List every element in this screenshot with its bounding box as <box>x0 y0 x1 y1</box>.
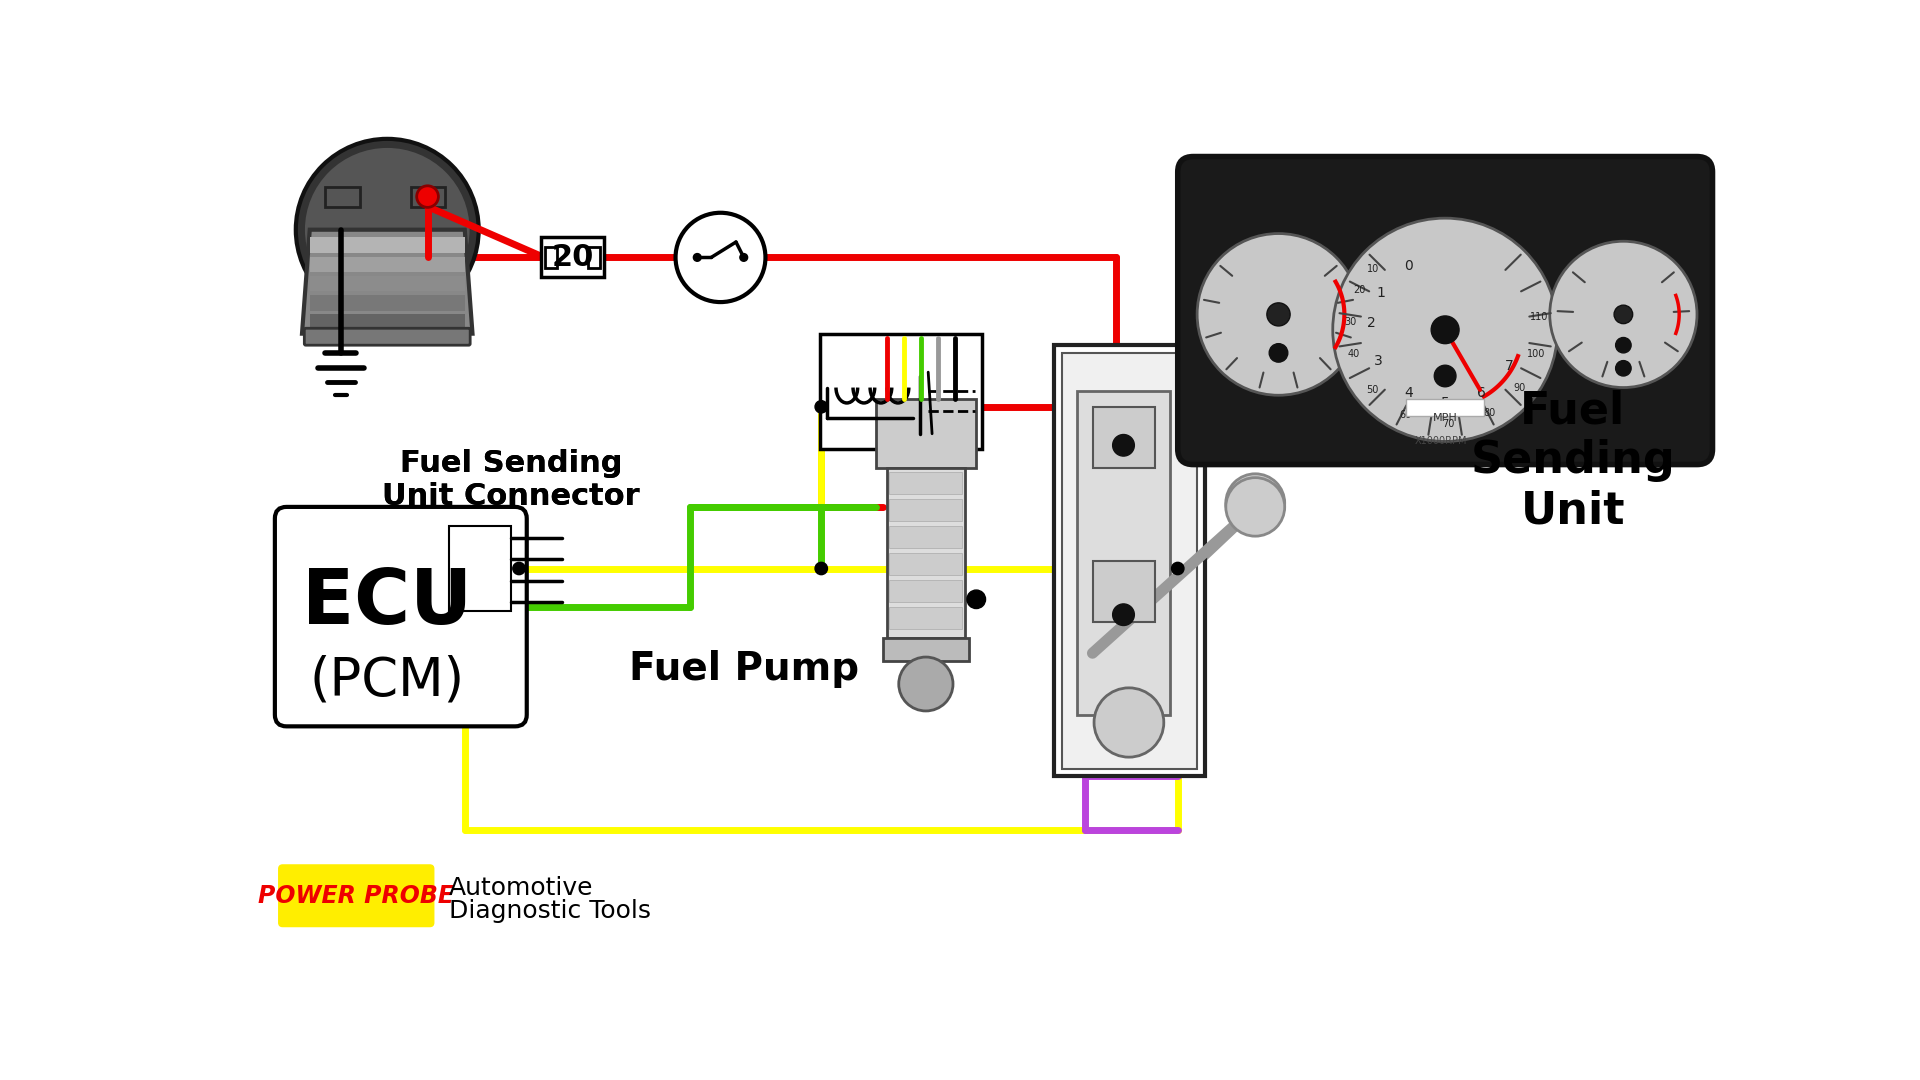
Circle shape <box>1267 302 1290 326</box>
Circle shape <box>1198 233 1359 395</box>
Text: 5: 5 <box>1440 396 1450 410</box>
Circle shape <box>1549 241 1697 388</box>
Bar <box>1062 353 1198 769</box>
Text: 3: 3 <box>1375 354 1382 367</box>
Text: Fuel Sending
Unit Connector: Fuel Sending Unit Connector <box>382 448 639 511</box>
Bar <box>309 238 465 253</box>
Text: 30: 30 <box>1344 316 1357 326</box>
Text: 2: 2 <box>1367 316 1377 330</box>
Bar <box>1092 561 1154 622</box>
Circle shape <box>1114 604 1135 625</box>
Bar <box>889 472 962 494</box>
Circle shape <box>739 254 747 261</box>
Polygon shape <box>301 230 472 334</box>
Text: 80: 80 <box>1484 408 1496 418</box>
Circle shape <box>1114 434 1135 456</box>
Text: ECU: ECU <box>301 566 472 640</box>
Circle shape <box>417 186 438 207</box>
Circle shape <box>1269 343 1288 362</box>
Text: 50: 50 <box>1367 386 1379 395</box>
Circle shape <box>1615 361 1632 376</box>
Bar <box>588 246 601 268</box>
Circle shape <box>816 401 828 413</box>
Text: X1000RPM: X1000RPM <box>1415 436 1467 446</box>
Bar <box>309 295 465 311</box>
Text: 10: 10 <box>1367 265 1379 274</box>
Circle shape <box>816 563 828 575</box>
Text: POWER PROBE: POWER PROBE <box>259 883 455 908</box>
Bar <box>887 469 964 638</box>
Circle shape <box>1615 306 1632 324</box>
Bar <box>1054 346 1206 777</box>
Text: 70: 70 <box>1442 419 1455 429</box>
Bar <box>889 607 962 629</box>
Text: 4: 4 <box>1404 387 1413 401</box>
Bar <box>1405 400 1484 416</box>
Text: 20: 20 <box>551 243 593 272</box>
Circle shape <box>303 147 470 313</box>
Circle shape <box>693 254 701 261</box>
Bar <box>309 314 465 329</box>
Bar <box>449 526 511 611</box>
Bar <box>889 553 962 575</box>
Bar <box>1092 407 1154 469</box>
Text: 20: 20 <box>1354 285 1365 295</box>
Circle shape <box>1434 365 1455 387</box>
Bar <box>889 580 962 602</box>
Text: Fuel
Sending
Unit: Fuel Sending Unit <box>1471 390 1676 532</box>
Text: Automotive: Automotive <box>449 876 593 900</box>
Text: Fuel Sending
Unit Connector: Fuel Sending Unit Connector <box>382 448 639 511</box>
Bar <box>820 334 983 449</box>
Bar <box>1077 391 1169 715</box>
Text: Fuel Pump: Fuel Pump <box>628 649 858 688</box>
Bar <box>889 526 962 548</box>
Circle shape <box>1430 316 1459 343</box>
Circle shape <box>1225 477 1284 536</box>
Bar <box>411 187 445 206</box>
FancyBboxPatch shape <box>1177 157 1713 464</box>
Text: 40: 40 <box>1348 349 1359 360</box>
Text: 0: 0 <box>1404 259 1413 273</box>
Circle shape <box>1094 688 1164 757</box>
Text: 60: 60 <box>1400 410 1411 420</box>
Circle shape <box>1225 474 1284 532</box>
Circle shape <box>1615 337 1632 353</box>
FancyBboxPatch shape <box>278 865 434 927</box>
Circle shape <box>296 139 478 321</box>
Text: 90: 90 <box>1513 382 1526 393</box>
Bar <box>541 238 605 278</box>
Bar <box>889 499 962 521</box>
Bar <box>876 400 975 469</box>
Bar <box>324 187 361 206</box>
Text: 100: 100 <box>1526 349 1546 360</box>
Bar <box>883 638 968 661</box>
Text: 6: 6 <box>1478 387 1486 401</box>
Circle shape <box>899 657 952 711</box>
Bar <box>545 246 557 268</box>
Text: 110: 110 <box>1530 312 1548 322</box>
Text: MPH: MPH <box>1432 414 1457 423</box>
Text: Diagnostic Tools: Diagnostic Tools <box>449 900 651 923</box>
Bar <box>309 257 465 272</box>
Circle shape <box>676 213 766 302</box>
Text: 1: 1 <box>1377 286 1386 300</box>
FancyBboxPatch shape <box>305 328 470 346</box>
Text: (PCM): (PCM) <box>309 654 465 706</box>
Bar <box>309 275 465 292</box>
Circle shape <box>1332 218 1557 442</box>
Circle shape <box>968 590 985 608</box>
Text: 7: 7 <box>1505 360 1513 374</box>
Circle shape <box>513 563 526 575</box>
FancyBboxPatch shape <box>275 507 526 727</box>
Circle shape <box>1171 563 1185 575</box>
